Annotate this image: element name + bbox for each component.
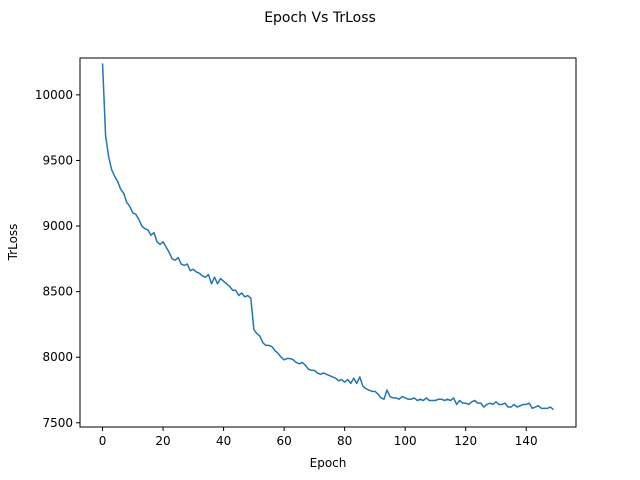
x-tick-label: 0 (99, 434, 107, 448)
x-tick-label: 20 (155, 434, 170, 448)
y-tick-label: 8500 (42, 285, 73, 299)
y-axis: 7500 8000 8500 9000 9500 10000 (35, 88, 80, 430)
y-axis-label: TrLoss (6, 224, 20, 262)
y-tick-label: 8000 (42, 350, 73, 364)
x-axis: 0 20 40 60 80 100 120 140 (99, 427, 538, 448)
series-line-0 (101, 63, 554, 411)
x-tick-label: 60 (276, 434, 291, 448)
x-tick-label: 140 (515, 434, 538, 448)
x-tick-label: 100 (394, 434, 417, 448)
x-tick-label: 80 (337, 434, 352, 448)
x-axis-label: Epoch (310, 456, 347, 470)
plot-frame (79, 57, 577, 428)
chart-title: Epoch Vs TrLoss (264, 10, 376, 26)
y-tick-label: 10000 (35, 88, 73, 102)
y-tick-label: 7500 (42, 416, 73, 430)
x-tick-label: 40 (216, 434, 231, 448)
y-tick-label: 9000 (42, 219, 73, 233)
y-tick-label: 9500 (42, 153, 73, 167)
plot-area (101, 63, 554, 411)
x-tick-label: 120 (454, 434, 477, 448)
